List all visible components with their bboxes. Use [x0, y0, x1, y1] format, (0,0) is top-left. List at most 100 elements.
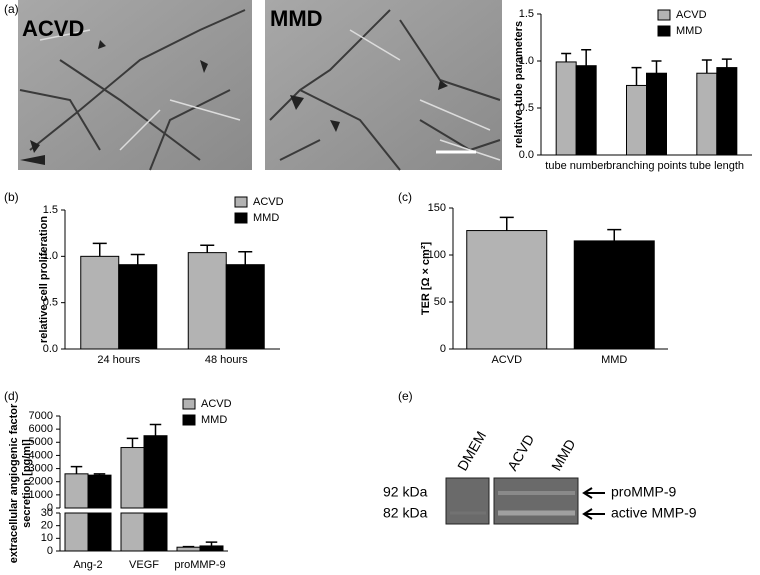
panel-label: (a) — [4, 2, 19, 16]
bar — [575, 65, 597, 156]
micrograph-label: MMD — [270, 6, 323, 31]
lane-label: ACVD — [504, 432, 537, 474]
bar — [225, 264, 265, 350]
y-tick-label: 2000 — [29, 476, 53, 488]
bar — [466, 230, 548, 350]
y-tick-label: 20 — [41, 520, 53, 532]
y-axis-label: extracellular angiogenic factor — [8, 403, 20, 563]
error-bar — [238, 250, 253, 265]
bar — [80, 255, 120, 350]
y-tick-label: 0.5 — [43, 297, 58, 309]
x-tick-label: MMD — [601, 354, 627, 366]
y-tick-label: 1.0 — [519, 55, 534, 67]
error-bar — [721, 58, 732, 68]
y-tick-label: 0 — [47, 502, 53, 514]
bar — [573, 240, 655, 350]
bar — [187, 252, 227, 350]
x-tick-label: 24 hours — [97, 354, 140, 366]
error-bar — [149, 423, 162, 436]
y-tick-label: 1000 — [29, 489, 53, 501]
bar — [696, 72, 718, 156]
legend-swatch — [234, 196, 248, 208]
error-bar — [561, 52, 572, 62]
y-tick-label: 50 — [434, 296, 446, 308]
y-tick-label: 7000 — [29, 410, 53, 422]
y-tick-label: 150 — [428, 202, 446, 214]
y-tick-label: 0.5 — [519, 102, 534, 114]
gel-image — [445, 477, 605, 525]
x-tick-label: VEGF — [129, 559, 159, 571]
panel-label: (e) — [398, 389, 413, 403]
legend-label: MMD — [253, 212, 279, 224]
bar — [120, 512, 145, 552]
error-bar — [651, 60, 662, 74]
error-bar — [92, 242, 107, 257]
panel-label: (c) — [398, 190, 412, 204]
legend-swatch — [657, 9, 671, 21]
legend-swatch — [182, 398, 196, 410]
bar — [143, 435, 168, 509]
micrograph — [18, 0, 252, 171]
error-bar — [126, 437, 139, 448]
bar — [64, 512, 89, 552]
y-tick-label: 100 — [428, 249, 446, 261]
x-tick-label: proMMP-9 — [174, 559, 225, 571]
legend-label: MMD — [676, 25, 702, 37]
legend-label: MMD — [201, 414, 227, 426]
bar — [199, 545, 224, 552]
bar — [87, 512, 112, 552]
error-bar — [205, 541, 218, 546]
legend-label: ACVD — [676, 9, 707, 21]
y-tick-label: 3000 — [29, 462, 53, 474]
y-tick-label: 1.5 — [519, 8, 534, 20]
band-label: active MMP-9 — [611, 505, 697, 521]
bar — [626, 84, 647, 156]
x-tick-label: ACVD — [491, 354, 522, 366]
legend-label: ACVD — [201, 398, 232, 410]
y-tick-label: 4000 — [29, 449, 53, 461]
bar — [120, 447, 145, 509]
y-axis-label: TER [Ω × cm²] — [420, 242, 432, 316]
band-label: proMMP-9 — [611, 484, 677, 500]
panel-label: (b) — [4, 190, 19, 204]
bar — [118, 264, 158, 350]
x-tick-label: tube length — [690, 160, 744, 172]
bar — [143, 512, 168, 552]
error-bar — [182, 545, 195, 548]
error-bar — [581, 48, 592, 66]
legend-swatch — [182, 414, 196, 426]
y-tick-label: 1.0 — [43, 250, 58, 262]
bar — [716, 67, 738, 156]
y-tick-label: 6000 — [29, 423, 53, 435]
error-bar — [631, 66, 642, 86]
y-axis-label: relative cell proliferation — [38, 216, 50, 343]
y-tick-label: 0 — [440, 343, 446, 355]
legend-swatch — [234, 212, 248, 224]
bar — [64, 473, 89, 509]
micrograph-label: ACVD — [22, 16, 84, 41]
y-tick-label: 1.5 — [43, 204, 58, 216]
bar — [87, 474, 112, 509]
lane-label: DMEM — [454, 428, 489, 473]
x-tick-label: 48 hours — [205, 354, 248, 366]
y-tick-label: 0.0 — [43, 343, 58, 355]
x-tick-label: tube number — [545, 160, 607, 172]
y-tick-label: 10 — [41, 532, 53, 544]
y-tick-label: 0 — [47, 545, 53, 557]
x-tick-label: Ang-2 — [73, 559, 102, 571]
y-tick-label: 5000 — [29, 436, 53, 448]
y-tick-label: 0.0 — [519, 149, 534, 161]
error-bar — [130, 253, 145, 265]
y-axis-label: secretion [pg/ml] — [21, 439, 33, 528]
error-bar — [499, 216, 514, 231]
marker-label: 82 kDa — [383, 505, 428, 521]
y-axis-label: relative tube parameters — [513, 21, 525, 148]
bar — [646, 72, 667, 156]
error-bar — [200, 244, 215, 253]
marker-label: 92 kDa — [383, 484, 428, 500]
x-tick-label: branching points — [606, 160, 687, 172]
error-bar — [607, 228, 622, 241]
error-bar — [701, 59, 712, 74]
bar — [176, 546, 201, 552]
